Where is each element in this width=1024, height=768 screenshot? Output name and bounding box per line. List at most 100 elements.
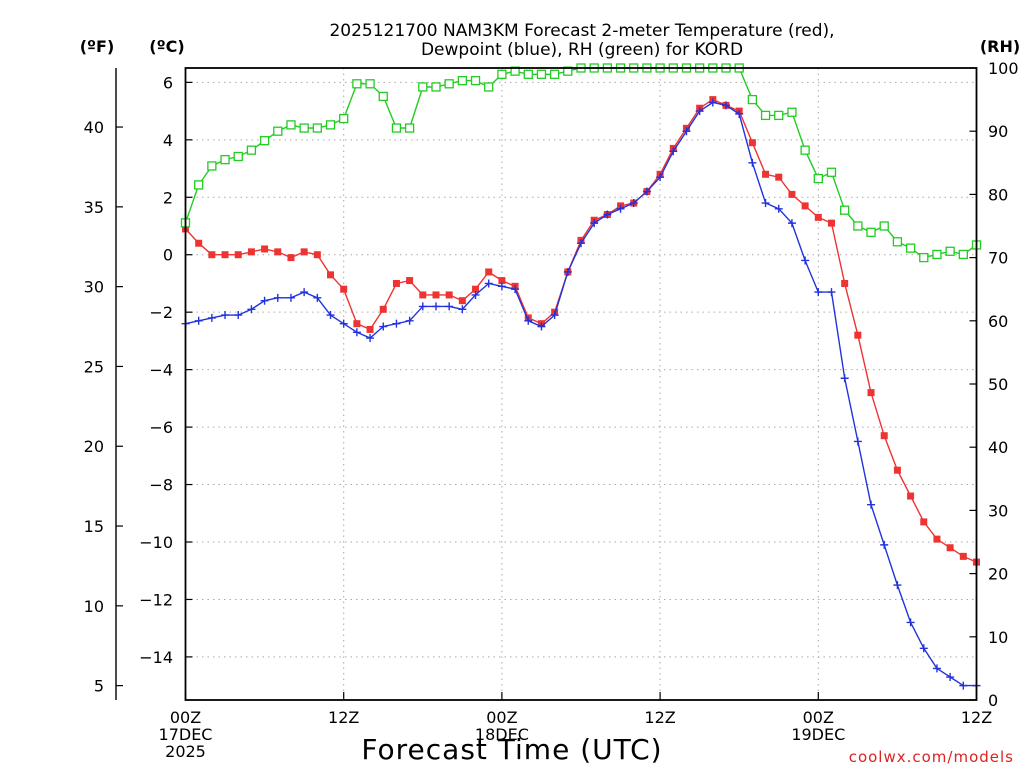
temperature-point <box>472 285 480 293</box>
dewpoint-point <box>919 644 928 653</box>
dewpoint-point <box>286 293 295 302</box>
rh-point <box>391 123 402 133</box>
rh-point <box>853 221 863 231</box>
temperature-point <box>261 245 269 253</box>
rh-point <box>365 79 375 89</box>
temperature-point <box>313 251 321 259</box>
celsius-unit-label: (ºC) <box>149 37 184 56</box>
temperature-point <box>234 251 242 259</box>
dewpoint-point <box>194 316 203 325</box>
dewpoint-point <box>946 673 955 682</box>
temperature-point <box>445 291 453 299</box>
temperature-line <box>184 98 977 563</box>
rh-point <box>866 227 876 237</box>
chart-subtitle: Dewpoint (blue), RH (green) for KORD <box>421 40 743 60</box>
dewpoint-point <box>932 664 941 673</box>
rh-point <box>932 249 942 260</box>
dewpoint-point <box>682 127 691 136</box>
celsius-tick-label: 4 <box>163 131 173 150</box>
rh-point <box>259 136 270 146</box>
rh-point <box>233 151 243 162</box>
temperature-point <box>300 248 308 256</box>
rh-point <box>747 94 758 105</box>
dewpoint-point <box>352 328 361 337</box>
rh-point <box>760 110 771 121</box>
fahrenheit-tick-label: 10 <box>84 597 104 616</box>
rh-tick-label: 10 <box>988 628 1008 647</box>
temperature-point <box>485 268 493 276</box>
dewpoint-series <box>181 98 981 690</box>
celsius-tick-label: −14 <box>139 648 173 667</box>
temperature-point <box>327 271 335 279</box>
rh-point <box>484 82 494 92</box>
x-tick-label: 19DEC <box>791 725 845 744</box>
x-tick-label: 12Z <box>644 708 675 727</box>
fahrenheit-tick-label: 5 <box>94 677 104 696</box>
dewpoint-point <box>801 256 810 265</box>
rh-point <box>273 126 283 136</box>
fahrenheit-tick-label: 25 <box>84 357 104 376</box>
dewpoint-point <box>906 618 915 627</box>
temperature-point <box>221 251 229 259</box>
temperature-point <box>920 518 928 526</box>
temperature-point <box>195 239 203 247</box>
fahrenheit-tick-label: 30 <box>84 278 104 297</box>
temperature-point <box>458 297 466 305</box>
temperature-point <box>880 432 888 440</box>
rh-point <box>800 145 810 155</box>
dewpoint-point <box>722 101 731 110</box>
dewpoint-point <box>735 109 744 118</box>
dewpoint-point <box>418 302 427 311</box>
watermark: coolwx.com/models <box>849 748 1014 766</box>
x-tick-label: 18DEC <box>475 725 529 744</box>
rh-point <box>470 75 481 86</box>
fahrenheit-tick-label: 20 <box>84 437 104 456</box>
dewpoint-point <box>603 210 612 219</box>
dewpoint-point <box>247 305 256 314</box>
celsius-tick-label: −4 <box>149 361 173 380</box>
temperature-point <box>748 139 756 147</box>
temperature-point <box>432 291 440 299</box>
dewpoint-point <box>656 173 665 182</box>
rh-point <box>339 113 349 124</box>
celsius-tick-label: −2 <box>149 303 173 322</box>
chart-title: 2025121700 NAM3KM Forecast 2-meter Tempe… <box>329 21 834 41</box>
rh-tick-label: 100 <box>988 59 1019 78</box>
rh-point <box>536 69 547 79</box>
plot-frame <box>184 67 978 701</box>
dewpoint-point <box>629 199 638 208</box>
temperature-point <box>801 202 809 210</box>
dewpoint-point <box>339 319 348 328</box>
rh-point <box>774 110 784 121</box>
dewpoint-point <box>445 302 454 311</box>
rh-point <box>352 79 362 89</box>
celsius-tick-label: 0 <box>163 246 173 265</box>
rh-point <box>246 145 257 155</box>
rh-point <box>905 243 916 253</box>
celsius-tick-label: −8 <box>149 476 173 495</box>
rh-point <box>312 123 322 133</box>
temperature-point <box>247 248 255 256</box>
rh-tick-label: 20 <box>988 565 1008 584</box>
dewpoint-point <box>708 98 717 107</box>
dewpoint-point <box>379 322 388 331</box>
rh-tick-label: 40 <box>988 438 1008 457</box>
dewpoint-point <box>524 316 533 325</box>
rh-point <box>840 205 850 215</box>
rh-series <box>180 63 982 263</box>
dewpoint-point <box>787 219 796 228</box>
rh-point <box>207 161 217 171</box>
dewpoint-point <box>761 199 770 208</box>
dewpoint-point <box>458 305 467 314</box>
dewpoint-point <box>497 282 506 291</box>
fahrenheit-unit-label: (ºF) <box>80 37 115 56</box>
dewpoint-point <box>405 316 414 325</box>
temperature-point <box>933 535 941 543</box>
rh-point <box>418 82 428 92</box>
rh-point <box>892 237 903 247</box>
x-tick-label: 2025 <box>165 742 206 761</box>
x-tick-label: 00Z <box>803 708 834 727</box>
rh-tick-label: 90 <box>988 122 1008 141</box>
